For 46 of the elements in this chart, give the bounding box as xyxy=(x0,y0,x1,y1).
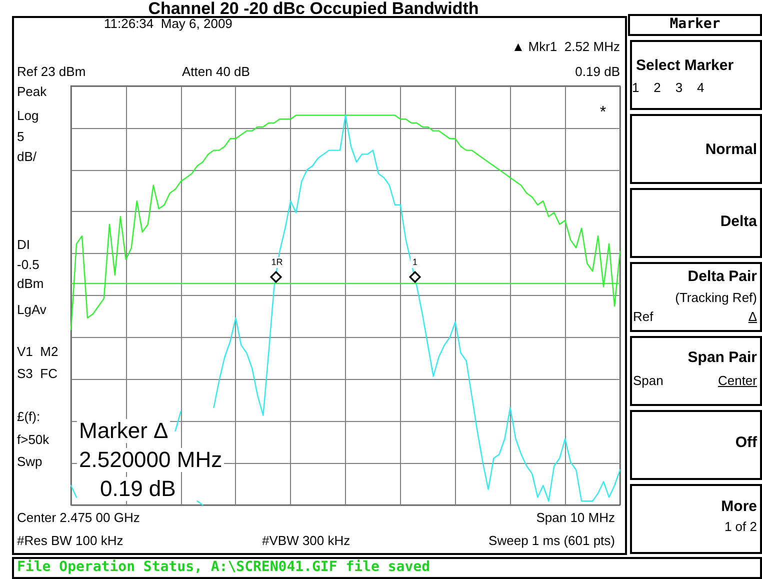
text: Delta Pair xyxy=(688,268,757,285)
text: #Res BW 100 kHz xyxy=(17,532,124,548)
text: DI xyxy=(17,236,30,252)
text: Ref xyxy=(633,308,654,324)
text: £(f): xyxy=(17,408,40,424)
text: Select Marker xyxy=(636,56,734,74)
text: Atten 40 dB xyxy=(182,64,250,79)
text: Delta xyxy=(720,212,757,230)
text: Center xyxy=(718,372,757,388)
text: 1 2 3 4 xyxy=(632,80,704,95)
annotation: 1 xyxy=(410,257,420,268)
annotation: 1R xyxy=(269,257,285,268)
text: Center 2.475 00 GHz xyxy=(17,510,140,525)
text: Δ xyxy=(748,308,757,324)
text: Ref 23 dBm xyxy=(17,64,86,79)
text: Marker xyxy=(670,16,720,32)
text: -0.5 xyxy=(17,256,40,272)
text: Span xyxy=(633,372,664,388)
text: ▲ Mkr1 2.52 MHz xyxy=(512,38,620,54)
text: 1 of 2 xyxy=(724,518,757,534)
text: Peak xyxy=(17,84,47,99)
text: V1 M2 xyxy=(17,344,58,359)
text: dBm xyxy=(17,276,44,291)
text: Off xyxy=(735,434,757,451)
text: #VBW 300 kHz xyxy=(262,532,350,548)
annotation: 2.520000 MHz xyxy=(77,446,224,472)
text: Span 10 MHz xyxy=(536,510,615,525)
text: (Tracking Ref) xyxy=(675,290,757,305)
text: f>50k xyxy=(17,432,50,447)
text: 11:26:34 May 6, 2009 xyxy=(104,16,232,31)
annotation: Marker Δ xyxy=(77,418,170,443)
annotation: * xyxy=(600,104,606,122)
text: dB/ xyxy=(17,148,37,164)
annotation: 0.19 dB xyxy=(98,476,178,501)
text: Span Pair xyxy=(688,348,757,366)
text: LgAv xyxy=(17,302,46,317)
text: 0.19 dB xyxy=(575,64,620,79)
text: S3 FC xyxy=(17,366,58,381)
text: File Operation Status, A:\SCREN041.GIF file saved xyxy=(17,559,430,576)
text: Sweep 1 ms (601 pts) xyxy=(488,532,615,548)
chart-title: Channel 20 -20 dBc Occupied Bandwidth xyxy=(147,0,480,18)
text: Log xyxy=(17,108,39,123)
text: More xyxy=(721,498,757,515)
text: Swp xyxy=(17,454,42,469)
text: Normal xyxy=(705,140,757,158)
text: 5 xyxy=(17,128,24,144)
